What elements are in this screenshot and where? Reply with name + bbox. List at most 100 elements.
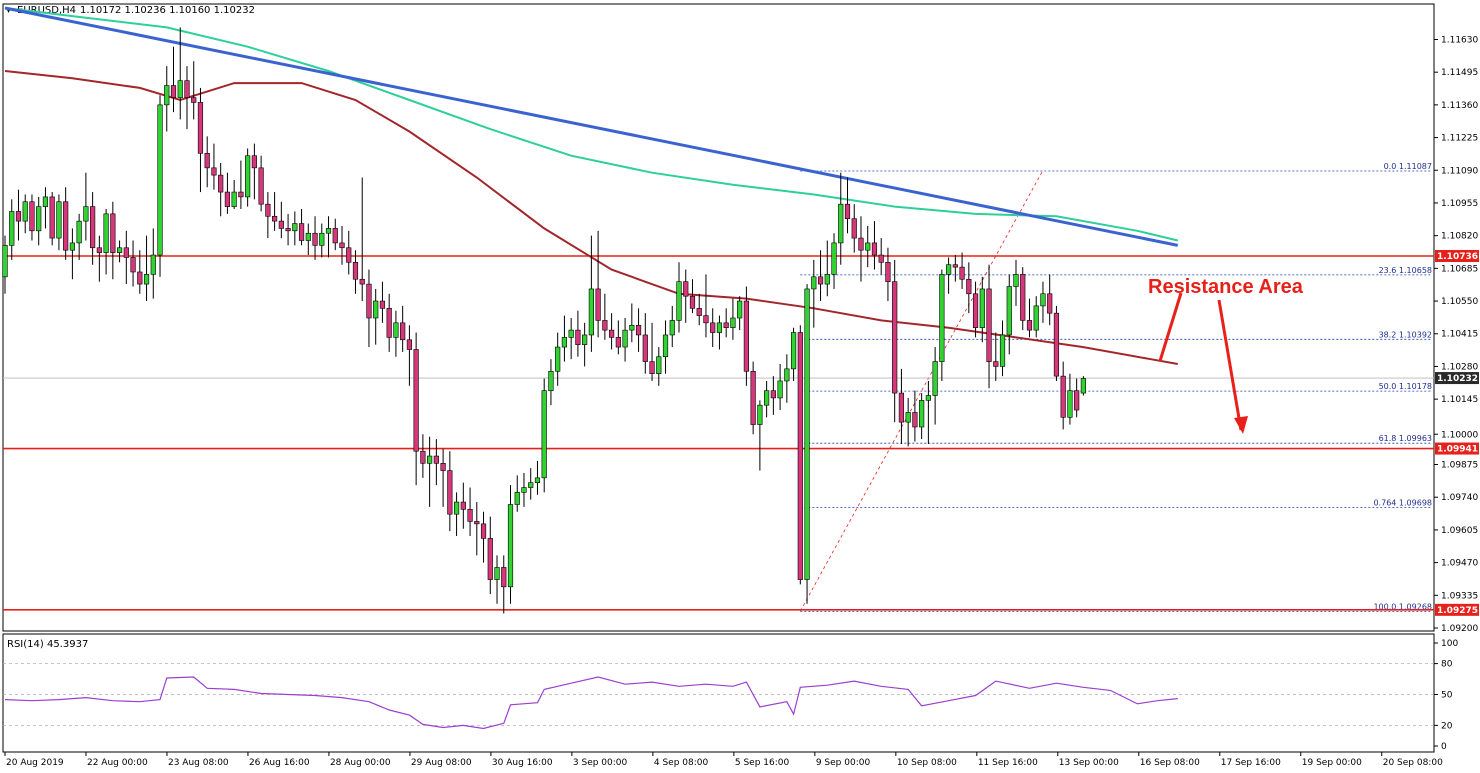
x-tick-label: 20 Aug 2019 <box>6 758 64 768</box>
candle <box>332 218 338 251</box>
candle <box>204 136 210 188</box>
candle <box>885 247 891 302</box>
candle-body <box>608 329 615 338</box>
candle-body <box>966 278 972 295</box>
candle-body <box>817 276 824 285</box>
candle-body <box>110 213 116 253</box>
candle-body <box>258 167 264 205</box>
candle <box>615 320 621 355</box>
candle-body <box>204 153 210 169</box>
candle-body <box>36 206 42 232</box>
candle <box>1067 373 1073 425</box>
candle-body <box>1040 293 1046 307</box>
candle-body <box>480 523 487 539</box>
candle <box>676 262 682 333</box>
candle-body <box>642 334 648 362</box>
candle-body <box>245 155 251 198</box>
candle <box>319 223 325 258</box>
ohlc-readout: 1.10172 1.10236 1.10160 1.10232 <box>80 5 255 16</box>
candle <box>1053 305 1060 381</box>
candle-body <box>568 329 574 338</box>
candle-body <box>265 203 271 217</box>
candle <box>96 235 102 282</box>
y-tick-label: 1.10000 <box>1441 430 1478 440</box>
x-tick-label: 9 Sep 00:00 <box>816 758 871 768</box>
current-price-label: 1.10232 <box>1437 374 1478 384</box>
candle-body <box>271 215 278 222</box>
level-price-label: 1.09941 <box>1437 445 1478 455</box>
candle-body <box>979 288 985 328</box>
candle <box>29 194 35 241</box>
candle-body <box>238 191 244 198</box>
current-price-tag <box>1435 372 1479 385</box>
x-tick-label: 17 Sep 16:00 <box>1221 758 1281 768</box>
candle <box>622 318 628 362</box>
candle-body <box>871 242 878 256</box>
candle <box>716 315 723 350</box>
y-tick-label: 1.09470 <box>1441 559 1478 569</box>
candle-body <box>770 390 776 399</box>
candle <box>757 400 763 471</box>
candle-body <box>143 274 150 285</box>
candle <box>952 255 958 282</box>
candle-body <box>750 370 756 425</box>
fib-level-label: 38.2 1.10392 <box>1379 330 1432 339</box>
candle <box>703 274 709 338</box>
candle-body <box>379 300 386 309</box>
candle-body <box>420 450 426 464</box>
candle <box>608 313 615 350</box>
candle <box>238 160 244 210</box>
candle <box>750 361 756 435</box>
y-tick-label: 1.11360 <box>1441 101 1478 111</box>
candle <box>588 235 594 352</box>
candle-body <box>386 308 392 338</box>
candle-body <box>723 322 729 328</box>
candle-body <box>69 242 75 251</box>
candle <box>494 555 500 604</box>
candle <box>669 305 675 348</box>
candle <box>871 221 878 270</box>
candle-body <box>952 264 958 268</box>
candle-body <box>494 567 500 580</box>
candle <box>656 347 662 386</box>
candle-body <box>177 80 183 98</box>
candle-body <box>1026 320 1033 331</box>
candle <box>959 252 965 289</box>
price-tags: 1.10736 1.09941 1.09275 1.10232 <box>1435 250 1479 616</box>
candle <box>824 240 830 297</box>
horizontal-levels <box>3 255 1434 611</box>
candle <box>811 259 817 328</box>
candle <box>231 179 237 210</box>
candle-body <box>1067 390 1073 418</box>
x-tick-label: 29 Aug 08:00 <box>411 758 472 768</box>
candle <box>851 204 857 253</box>
candle <box>487 516 493 595</box>
candle <box>2 235 8 294</box>
symbol-dropdown-icon[interactable]: ▾ <box>6 5 11 16</box>
rsi-panel-frame <box>2 633 1435 753</box>
candle-body <box>150 254 156 275</box>
candle-body <box>999 334 1006 367</box>
candle-body <box>427 455 433 464</box>
candle-body <box>764 390 770 406</box>
candle <box>1040 281 1046 323</box>
candle-body <box>346 247 352 263</box>
candle <box>831 233 837 289</box>
candle-body <box>710 322 716 333</box>
level-price-label: 1.09275 <box>1437 606 1478 616</box>
candle <box>642 313 648 374</box>
candle <box>865 225 871 268</box>
candle-body <box>669 320 675 336</box>
candle <box>689 279 696 314</box>
candle <box>723 308 729 338</box>
candle <box>110 201 116 280</box>
candle-body <box>656 356 662 375</box>
candle <box>42 187 49 229</box>
level-price-tag <box>1435 250 1479 262</box>
candle <box>130 240 136 287</box>
candle <box>440 448 446 507</box>
candle <box>844 177 851 234</box>
candle-body <box>595 288 601 321</box>
